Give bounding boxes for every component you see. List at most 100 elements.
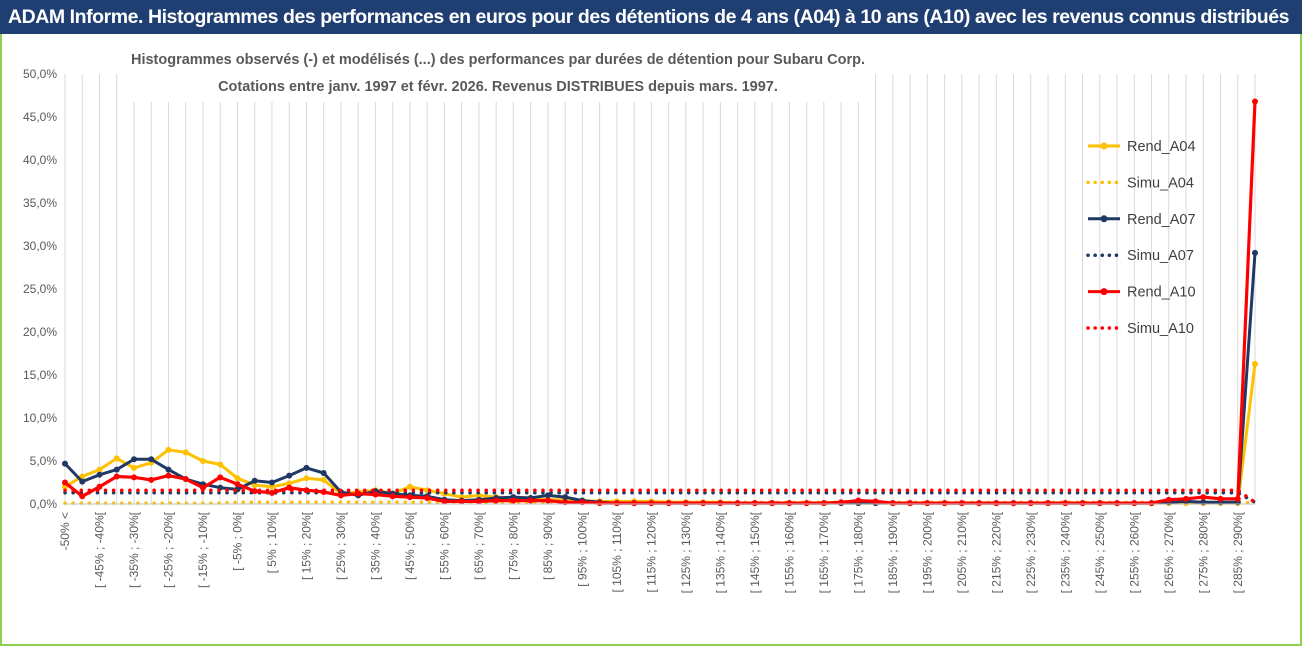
x-tick-label: [ 175% ; 180%[ — [851, 511, 865, 593]
legend-entry-simu-a10: Simu_A10 — [1086, 321, 1194, 337]
legend-entry-simu-a07: Simu_A07 — [1086, 248, 1194, 264]
data-point — [510, 497, 517, 504]
x-tick-label: [ 285% ; 290%[ — [1231, 511, 1245, 593]
data-point — [424, 494, 431, 501]
data-point — [182, 476, 189, 483]
y-tick-label: 30,0% — [23, 239, 57, 253]
x-tick-label: [ -15% ; -10%[ — [196, 511, 210, 588]
data-point — [337, 492, 344, 499]
data-point — [1217, 495, 1224, 502]
data-point — [544, 497, 551, 504]
data-point — [665, 500, 672, 507]
data-point — [113, 473, 120, 480]
x-tick-label: [ 55% ; 60%[ — [437, 511, 451, 580]
y-tick-label: 0,0% — [30, 497, 58, 511]
data-point — [62, 460, 68, 467]
data-point — [113, 455, 120, 462]
data-point — [251, 482, 258, 489]
data-point — [1045, 500, 1052, 507]
x-tick-label: [ -5% ; 0%[ — [230, 511, 244, 570]
data-point — [130, 464, 137, 471]
x-tick-label: [ 185% ; 190%[ — [886, 511, 900, 593]
data-point — [682, 500, 689, 507]
y-tick-label: 35,0% — [23, 196, 57, 210]
data-point — [1027, 500, 1034, 507]
data-point — [855, 497, 862, 504]
data-point — [372, 491, 379, 498]
x-tick-label: [ 215% ; 220%[ — [989, 511, 1003, 593]
data-point — [79, 493, 86, 500]
data-point — [96, 483, 103, 490]
data-point — [613, 500, 620, 507]
legend-entry-rend-a07: Rend_A07 — [1088, 212, 1196, 228]
report-title: ADAM Informe. Histogrammes des performan… — [8, 6, 1290, 28]
data-point — [596, 500, 603, 507]
x-tick-label: [ 245% ; 250%[ — [1093, 511, 1107, 593]
legend-label: Simu_A04 — [1127, 175, 1194, 191]
series-rend-a10 — [62, 98, 1258, 507]
data-point — [113, 466, 120, 473]
data-point — [130, 456, 137, 463]
legend-label: Rend_A04 — [1127, 139, 1196, 155]
grid-layer — [64, 74, 1256, 504]
x-tick-label: [ -35% ; -30%[ — [127, 511, 141, 588]
data-point — [148, 476, 155, 483]
chart-title-background — [124, 44, 872, 102]
data-point — [182, 449, 189, 456]
y-tick-label: 20,0% — [23, 325, 57, 339]
y-tick-label: 50,0% — [23, 67, 57, 81]
data-point — [1062, 500, 1069, 507]
y-tick-label: 5,0% — [30, 454, 58, 468]
data-point — [268, 479, 275, 486]
data-point — [286, 480, 293, 487]
x-tick-label: [ 15% ; 20%[ — [299, 511, 313, 580]
data-point — [96, 471, 103, 478]
legend-marker — [1100, 215, 1108, 223]
data-point — [96, 466, 103, 473]
data-point — [993, 500, 1000, 507]
data-point — [389, 493, 396, 500]
data-point — [1010, 500, 1017, 507]
x-tick-label: [ 5% ; 10%[ — [265, 511, 279, 573]
legend-marker — [1100, 288, 1108, 296]
data-point — [165, 472, 172, 479]
data-point — [320, 470, 327, 477]
data-point — [1252, 360, 1258, 367]
x-tick-label: [ 65% ; 70%[ — [472, 511, 486, 580]
data-point — [406, 494, 413, 501]
data-point — [493, 497, 500, 504]
data-point — [751, 500, 758, 507]
data-point — [631, 500, 638, 507]
data-point — [320, 476, 327, 483]
data-point — [924, 500, 931, 507]
data-point — [907, 500, 914, 507]
x-tick-label: [ 25% ; 30%[ — [334, 511, 348, 580]
report-banner: ADAM Informe. Histogrammes des performan… — [0, 0, 1302, 34]
x-tick-label: [ 45% ; 50%[ — [403, 511, 417, 580]
series-layer — [62, 98, 1258, 507]
data-point — [148, 456, 155, 463]
x-tick-label: [ 75% ; 80%[ — [506, 511, 520, 580]
x-tick-label: [ 115% ; 120%[ — [644, 511, 658, 592]
data-point — [217, 461, 224, 468]
data-point — [717, 500, 724, 507]
data-point — [406, 483, 413, 490]
y-tick-label: 10,0% — [23, 411, 57, 425]
data-point — [734, 500, 741, 507]
data-point — [1200, 494, 1207, 501]
data-point — [562, 494, 569, 501]
x-tick-label: [ 85% ; 90%[ — [541, 511, 555, 580]
data-point — [165, 466, 172, 473]
data-point — [1183, 495, 1190, 502]
x-tick-label: [ 275% ; 280%[ — [1196, 511, 1210, 593]
y-tick-label: 40,0% — [23, 153, 57, 167]
x-tick-label: [ 105% ; 110%[ — [610, 511, 624, 592]
legend-entry-simu-a04: Simu_A04 — [1086, 175, 1194, 191]
series-line — [64, 363, 1257, 505]
x-tick-label: [ 155% ; 160%[ — [782, 511, 796, 593]
data-point — [251, 488, 258, 495]
x-tick-label: [ 35% ; 40%[ — [368, 511, 382, 580]
data-point — [1234, 495, 1241, 502]
data-point — [234, 475, 241, 482]
data-point — [769, 500, 776, 507]
